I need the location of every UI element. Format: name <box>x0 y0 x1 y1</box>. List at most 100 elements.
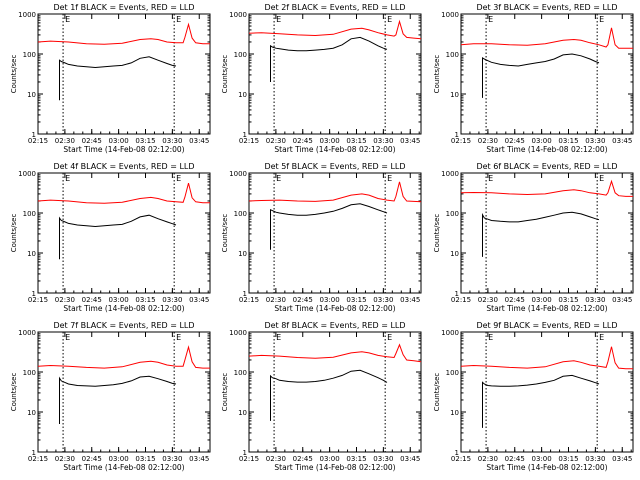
x-tick-label: 03:00 <box>532 455 552 463</box>
time-marker-label: E <box>387 333 392 342</box>
y-axis-label: Counts/sec <box>221 55 229 94</box>
x-tick-label: 02:15 <box>28 137 48 145</box>
panel-title: Det 6f BLACK = Events, RED = LLD <box>476 162 617 171</box>
y-tick-label: 100 <box>234 210 247 218</box>
x-tick-label: 03:00 <box>320 455 340 463</box>
x-tick-label: 02:15 <box>239 296 259 304</box>
y-axis-label: Counts/sec <box>10 55 18 94</box>
x-tick-label: 02:15 <box>451 296 471 304</box>
panel-7: Det 7f BLACK = Events, RED = LLD 1 10 100 10… <box>10 321 211 472</box>
x-tick-label: 02:45 <box>505 455 525 463</box>
y-tick-label: 100 <box>23 210 36 218</box>
y-tick-label: 1000 <box>229 170 247 178</box>
x-tick-label: 03:30 <box>585 296 605 304</box>
time-marker-label: E <box>488 333 493 342</box>
series-lld-line <box>460 179 633 197</box>
plot-frame <box>37 13 211 135</box>
x-tick-label: 03:30 <box>373 296 393 304</box>
x-tick-label: 03:15 <box>558 137 578 145</box>
series-events-line <box>59 375 177 424</box>
x-tick-label: 02:30 <box>266 455 286 463</box>
x-tick-label: 03:45 <box>612 455 632 463</box>
time-marker-label: E <box>387 174 392 183</box>
series-events-line <box>482 211 600 257</box>
x-tick-label: 02:30 <box>478 137 498 145</box>
y-tick-label: 1 <box>32 290 36 298</box>
x-tick-label: 03:45 <box>400 455 420 463</box>
y-tick-label: 100 <box>23 369 36 377</box>
x-tick-label: 03:45 <box>612 137 632 145</box>
x-tick-label: 02:45 <box>293 455 313 463</box>
time-marker-label: E <box>65 15 70 24</box>
y-tick-label: 1 <box>32 449 36 457</box>
series-events-line <box>59 214 177 260</box>
x-tick-label: 02:45 <box>293 137 313 145</box>
x-tick-label: 02:30 <box>266 296 286 304</box>
x-tick-label: 03:00 <box>532 137 552 145</box>
time-marker-label: E <box>599 174 604 183</box>
x-tick-label: 02:45 <box>82 137 102 145</box>
time-marker-label: E <box>488 15 493 24</box>
series-lld-line <box>37 182 210 204</box>
y-tick-label: 1 <box>243 290 247 298</box>
y-tick-label: 100 <box>446 369 459 377</box>
series-events-line <box>482 374 600 428</box>
x-tick-label: 02:15 <box>239 455 259 463</box>
x-tick-label: 02:30 <box>55 455 75 463</box>
panel-4: Det 4f BLACK = Events, RED = LLD 1 10 100 10… <box>10 162 211 313</box>
time-marker-label: E <box>176 333 181 342</box>
x-tick-label: 03:00 <box>320 137 340 145</box>
panel-1: Det 1f BLACK = Events, RED = LLD 1 10 100 10… <box>10 3 211 154</box>
x-axis-label: Start Time (14-Feb-08 02:12:00) <box>63 145 184 154</box>
panel-9: Det 9f BLACK = Events, RED = LLD 1 10 100 10… <box>433 321 634 472</box>
x-tick-label: 03:30 <box>162 137 182 145</box>
time-marker-label: E <box>65 333 70 342</box>
panel-title: Det 9f BLACK = Events, RED = LLD <box>476 321 617 330</box>
y-tick-label: 1000 <box>18 170 36 178</box>
time-marker-label: E <box>599 15 604 24</box>
series-lld-line <box>248 343 422 363</box>
x-tick-label: 02:15 <box>239 137 259 145</box>
y-tick-label: 1 <box>455 131 459 139</box>
series-events-line <box>270 36 388 82</box>
x-tick-label: 03:15 <box>346 296 366 304</box>
x-tick-label: 03:15 <box>558 455 578 463</box>
series-events-line <box>59 56 177 101</box>
x-tick-label: 03:15 <box>135 296 155 304</box>
y-tick-label: 1 <box>455 290 459 298</box>
x-tick-label: 03:30 <box>585 137 605 145</box>
x-tick-label: 03:15 <box>346 137 366 145</box>
x-tick-label: 02:15 <box>28 296 48 304</box>
plot-frame <box>460 172 634 294</box>
panel-title: Det 7f BLACK = Events, RED = LLD <box>53 321 194 330</box>
x-tick-label: 03:45 <box>189 455 209 463</box>
y-tick-label: 100 <box>446 210 459 218</box>
panel-5: Det 5f BLACK = Events, RED = LLD 1 10 100 10… <box>221 162 422 313</box>
x-tick-label: 03:30 <box>373 455 393 463</box>
time-marker-label: E <box>276 174 281 183</box>
panel-title: Det 1f BLACK = Events, RED = LLD <box>53 3 194 12</box>
x-tick-label: 02:45 <box>505 137 525 145</box>
series-lld-line <box>37 22 210 45</box>
panel-title: Det 4f BLACK = Events, RED = LLD <box>53 162 194 171</box>
y-axis-label: Counts/sec <box>10 373 18 412</box>
x-tick-label: 03:45 <box>612 296 632 304</box>
x-tick-label: 02:15 <box>451 455 471 463</box>
x-tick-label: 03:15 <box>346 455 366 463</box>
plot-frame <box>248 13 422 135</box>
x-tick-label: 03:45 <box>400 137 420 145</box>
plot-frame <box>248 331 422 453</box>
x-tick-label: 02:15 <box>451 137 471 145</box>
x-tick-label: 02:30 <box>266 137 286 145</box>
x-tick-label: 03:00 <box>532 296 552 304</box>
x-axis-label: Start Time (14-Feb-08 02:12:00) <box>486 145 607 154</box>
x-axis-label: Start Time (14-Feb-08 02:12:00) <box>274 463 395 472</box>
x-axis-label: Start Time (14-Feb-08 02:12:00) <box>63 463 184 472</box>
y-tick-label: 10 <box>27 409 36 417</box>
x-tick-label: 02:30 <box>55 296 75 304</box>
y-tick-label: 1000 <box>441 329 459 337</box>
y-tick-label: 10 <box>238 250 247 258</box>
plot-frame <box>37 172 211 294</box>
series-lld-line <box>248 19 422 40</box>
